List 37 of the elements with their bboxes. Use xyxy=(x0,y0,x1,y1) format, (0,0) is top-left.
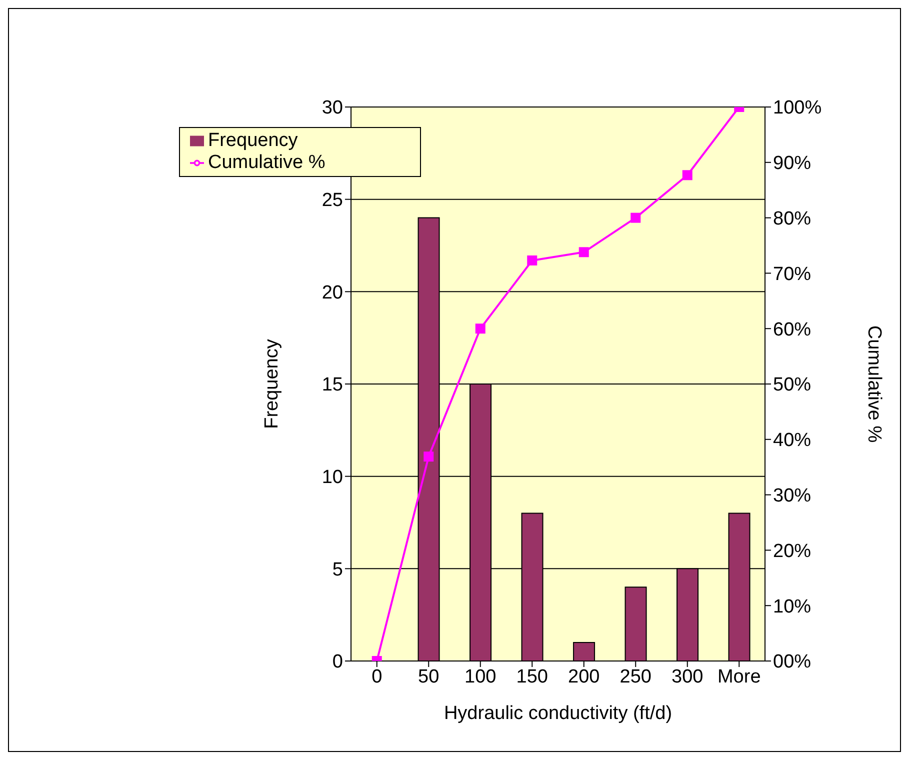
y2-tick-label: 20% xyxy=(773,540,812,562)
x-axis-title: Hydraulic conductivity (ft/d) xyxy=(444,703,672,724)
x-tick-label: 0 xyxy=(372,666,382,688)
y2-tick-label: 90% xyxy=(773,153,812,174)
y-tick-label: 10 xyxy=(322,467,343,488)
point xyxy=(630,212,641,223)
y2-tick-label: 00% xyxy=(773,652,812,673)
y2-tick-label: 10% xyxy=(773,596,812,618)
point xyxy=(682,170,692,180)
x-tick-label: 200 xyxy=(568,666,600,688)
y2-axis-title: Cumulative % xyxy=(863,325,884,443)
x-tick-label: 150 xyxy=(516,666,548,688)
legend-label: Frequency xyxy=(208,130,298,151)
y2-tick-label: 100% xyxy=(773,98,822,119)
x-tick-label: 250 xyxy=(620,666,652,688)
y2-tick-label: 70% xyxy=(773,264,812,285)
y2-tick-label: 40% xyxy=(773,430,812,452)
y2-tick-label: 50% xyxy=(773,374,812,396)
y2-tick-label: 60% xyxy=(773,319,812,340)
y2-tick-label: 30% xyxy=(773,486,812,507)
y-tick-label: 25 xyxy=(322,190,343,212)
y-tick-label: 5 xyxy=(332,559,343,580)
y-tick-label: 0 xyxy=(332,652,343,673)
y-tick-label: 30 xyxy=(322,98,343,119)
legend-label: Cumulative % xyxy=(208,152,326,173)
x-tick-label: More xyxy=(717,666,761,688)
point xyxy=(424,452,434,462)
y2-tick-label: 80% xyxy=(773,208,812,230)
y-tick-label: 15 xyxy=(322,374,343,396)
x-tick-label: 300 xyxy=(672,666,704,688)
y-tick-label: 20 xyxy=(322,282,343,304)
point xyxy=(475,324,486,334)
y-axis-title: Frequency xyxy=(262,338,283,429)
x-tick-label: 100 xyxy=(464,666,496,688)
point xyxy=(527,255,538,266)
x-tick-label: 50 xyxy=(418,666,440,688)
point xyxy=(578,247,589,258)
